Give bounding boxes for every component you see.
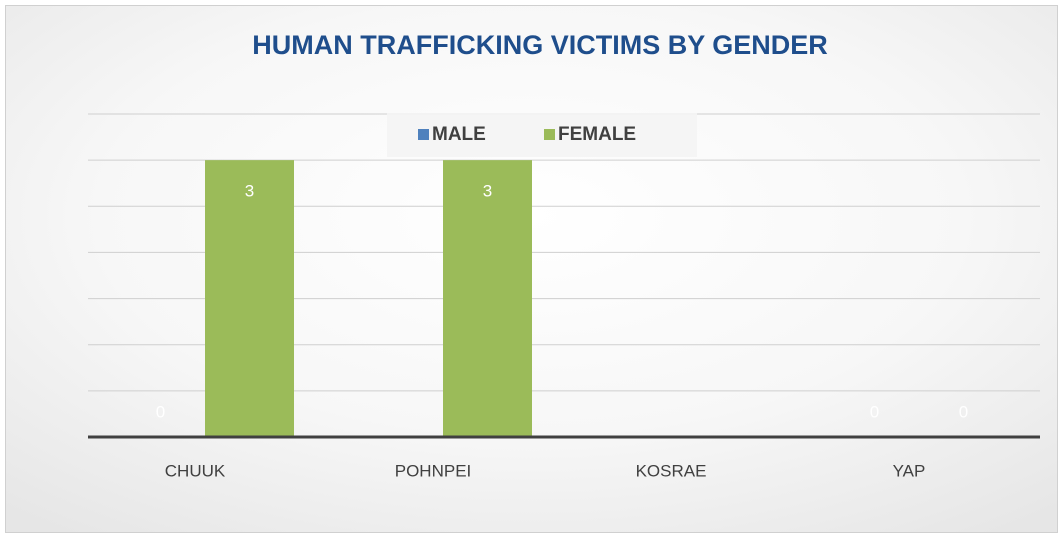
data-label: 0 <box>870 402 879 421</box>
x-tick-label: KOSRAE <box>636 461 707 480</box>
legend-swatch <box>544 129 555 140</box>
bar <box>205 160 294 437</box>
legend-box <box>387 113 697 157</box>
legend: MALE FEMALE <box>387 113 697 157</box>
data-label: 3 <box>245 182 254 201</box>
legend-swatch <box>418 129 429 140</box>
data-label: 3 <box>483 182 492 201</box>
plot-area: CHUUK 0 3 POHNPEI 3 KOSRAE YAP 0 0 <box>88 113 1040 480</box>
x-tick-label: YAP <box>893 461 926 480</box>
legend-label: MALE <box>432 124 486 145</box>
legend-label: FEMALE <box>558 124 636 145</box>
data-label: 0 <box>156 402 165 421</box>
bar <box>443 160 532 437</box>
x-tick-label: POHNPEI <box>395 461 472 480</box>
chart-title: HUMAN TRAFFICKING VICTIMS BY GENDER <box>252 30 828 60</box>
data-label: 0 <box>959 402 968 421</box>
x-tick-label: CHUUK <box>165 461 226 480</box>
